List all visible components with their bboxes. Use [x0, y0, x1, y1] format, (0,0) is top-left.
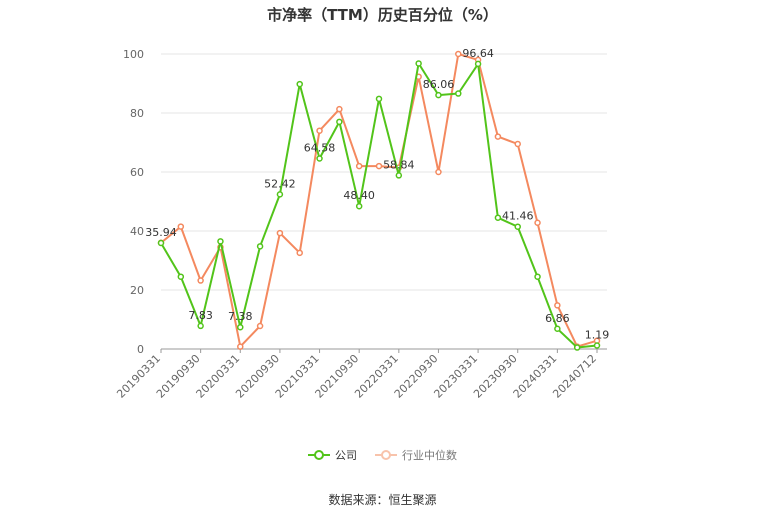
y-tick-label: 20	[130, 284, 144, 297]
data-label: 58.84	[383, 158, 415, 171]
data-point-company	[435, 91, 442, 99]
y-tick-label: 40	[130, 225, 144, 238]
data-label: 7.38	[228, 310, 253, 323]
data-label: 64.58	[304, 141, 336, 154]
data-source: 数据来源：恒生聚源	[328, 493, 437, 507]
data-point-company	[217, 238, 224, 245]
series-line-company	[160, 62, 598, 349]
y-tick-label: 100	[123, 48, 144, 61]
data-point-industry-median	[237, 343, 244, 350]
data-point-company	[415, 60, 422, 67]
data-point-company	[395, 172, 403, 179]
data-label: 6.86	[545, 312, 570, 325]
data-label: 35.94	[145, 226, 177, 239]
data-point-industry-median	[276, 229, 284, 237]
data-label: 1.19	[585, 328, 610, 341]
data-point-industry-median	[256, 322, 264, 330]
y-tick-label: 80	[130, 107, 144, 120]
data-point-industry-median	[375, 162, 383, 170]
x-tick-label: 20240712	[550, 352, 599, 401]
data-point-company	[514, 223, 521, 230]
data-point-industry-median	[554, 302, 561, 309]
y-tick-label: 60	[130, 166, 144, 179]
data-point-industry-median	[197, 277, 204, 284]
data-point-company	[534, 273, 541, 280]
data-point-industry-median	[296, 249, 303, 257]
data-point-company	[276, 191, 284, 198]
data-point-industry-median	[534, 219, 541, 226]
data-point-industry-median	[177, 223, 185, 230]
data-point-company	[593, 342, 601, 349]
data-point-company	[336, 118, 343, 126]
legend-item-company[interactable]: 公司	[308, 447, 357, 463]
legend-industry-line-icon	[375, 449, 397, 461]
legend-company-line-icon	[308, 449, 330, 461]
data-point-company	[455, 90, 462, 97]
data-label: 41.46	[502, 210, 534, 223]
data-point-company	[237, 323, 244, 331]
data-point-company	[296, 80, 303, 88]
data-label: 96.64	[462, 47, 494, 60]
data-point-company	[554, 325, 561, 333]
data-point-company	[256, 243, 264, 250]
data-point-company	[157, 239, 165, 247]
data-point-company	[494, 214, 502, 221]
data-point-industry-median	[494, 133, 502, 140]
data-point-company	[375, 95, 383, 103]
chart-title: 市净率（TTM）历史百分位（%）	[267, 6, 498, 24]
legend-item-industry-median[interactable]: 行业中位数	[375, 447, 457, 463]
data-point-industry-median	[435, 168, 442, 176]
data-label: 7.83	[188, 309, 213, 322]
data-point-company	[355, 202, 363, 210]
data-point-company	[316, 155, 323, 162]
data-point-company	[474, 60, 482, 68]
data-point-industry-median	[355, 162, 363, 170]
legend-company-label: 公司	[335, 449, 357, 462]
data-label: 52.42	[264, 177, 296, 190]
data-point-industry-median	[455, 50, 462, 58]
data-point-industry-median	[336, 105, 343, 113]
data-label: 48.40	[343, 189, 375, 202]
data-label: 86.06	[423, 78, 455, 91]
data-point-industry-median	[514, 140, 521, 148]
data-point-company	[177, 273, 185, 280]
data-point-company	[573, 344, 581, 351]
chart-legend: 公司 行业中位数	[0, 447, 765, 463]
y-tick-label: 0	[137, 343, 144, 356]
legend-industry-label: 行业中位数	[402, 449, 457, 462]
data-point-company	[197, 322, 204, 330]
data-point-industry-median	[316, 127, 323, 134]
